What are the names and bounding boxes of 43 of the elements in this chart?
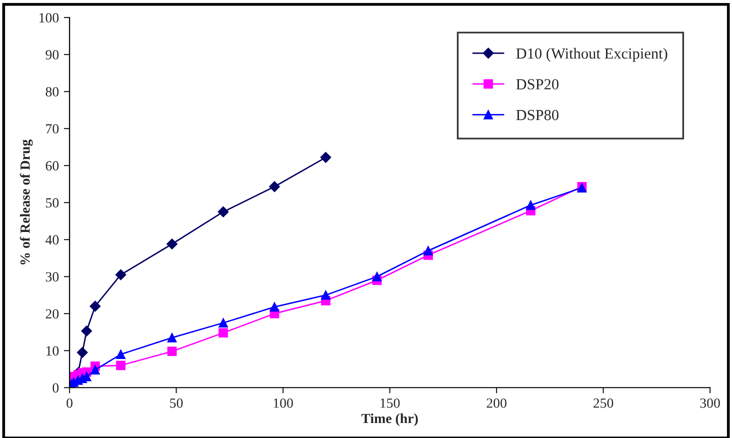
legend-label: DSP20: [516, 79, 558, 90]
y-tick-label: 70: [46, 124, 59, 134]
point: [269, 181, 280, 192]
x-tick-label: 50: [170, 398, 183, 408]
point: [270, 302, 280, 312]
point: [167, 346, 177, 356]
point: [526, 200, 536, 210]
y-tick-label: 0: [52, 383, 59, 393]
y-tick-label: 60: [46, 161, 59, 171]
point: [320, 152, 332, 163]
x-axis-title: Time (hr): [361, 413, 418, 426]
point: [218, 318, 228, 328]
point: [76, 347, 88, 358]
point: [81, 326, 92, 336]
point: [218, 206, 229, 218]
y-tick-label: 90: [46, 50, 59, 60]
point: [90, 300, 101, 312]
point: [90, 365, 100, 375]
y-tick-label: 40: [46, 235, 59, 245]
y-tick-label: 80: [46, 87, 59, 96]
point: [372, 272, 382, 282]
point: [115, 269, 126, 280]
x-tick-label: 200: [486, 398, 506, 408]
y-tick-label: 20: [46, 309, 59, 319]
x-tick-label: 150: [380, 398, 400, 408]
y-tick-label: 30: [46, 272, 59, 282]
y-tick-label: 100: [40, 13, 59, 22]
point: [321, 290, 330, 300]
y-tick-label: 50: [46, 198, 59, 208]
point: [116, 360, 126, 370]
point: [166, 238, 178, 250]
point: [116, 350, 126, 360]
x-tick-label: 0: [66, 398, 72, 408]
y-tick-label: 10: [46, 346, 59, 356]
point: [167, 332, 177, 342]
legend-label: DSP80: [516, 110, 558, 120]
point: [218, 328, 228, 338]
x-tick-label: 250: [593, 398, 614, 408]
x-tick-label: 300: [700, 398, 720, 408]
point: [424, 246, 433, 256]
x-tick-label: 100: [274, 398, 293, 408]
legend-label: D10 (Without Excipient): [516, 48, 668, 62]
y-axis-title: % of Release of Drug: [20, 139, 33, 264]
